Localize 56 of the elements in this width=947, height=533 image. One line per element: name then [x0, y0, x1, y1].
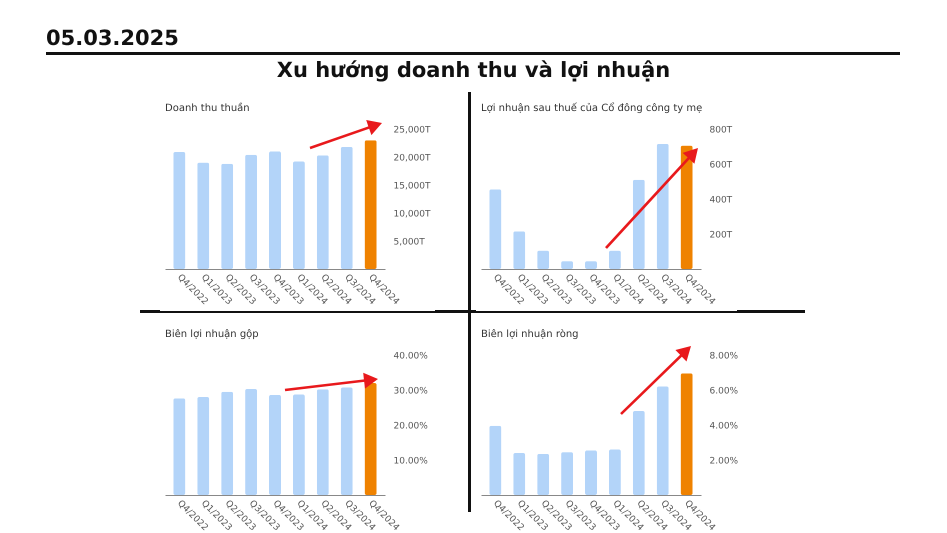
- text: 05.03.2025: [46, 26, 179, 50]
- chart-title: Biên lợi nhuận gộp: [165, 329, 259, 340]
- text: Xu hướng doanh thu và lợi nhuận: [276, 58, 672, 82]
- bar: [513, 453, 526, 495]
- bar: [316, 389, 329, 495]
- bar: [364, 383, 377, 495]
- bar: [221, 392, 234, 495]
- y-tick-label: 800T: [710, 126, 733, 136]
- chart-title: Lợi nhuận sau thuế của Cổ đông công ty mẹ: [481, 102, 702, 114]
- y-tick-label: 200T: [710, 230, 733, 240]
- bar: [561, 452, 574, 495]
- bar: [537, 250, 550, 269]
- y-tick-label: 6.00%: [710, 386, 739, 396]
- chart-title: Doanh thu thuần: [165, 102, 250, 114]
- bar: [656, 144, 669, 269]
- bar: [680, 373, 693, 495]
- y-tick-label: 2.00%: [710, 456, 739, 466]
- bar: [340, 388, 353, 495]
- y-tick-label: 4.00%: [710, 422, 739, 432]
- bar: [585, 450, 597, 495]
- bar: [537, 454, 550, 495]
- y-tick-label: 5,000T: [394, 238, 426, 248]
- bar: [364, 140, 377, 269]
- bar: [489, 426, 502, 495]
- y-tick-label: 8.00%: [710, 352, 739, 362]
- y-tick-label: 20.00%: [394, 422, 428, 432]
- y-tick-label: 20,000T: [394, 154, 431, 164]
- y-tick-label: 25,000T: [394, 126, 431, 136]
- y-tick-label: 40.00%: [394, 352, 428, 362]
- y-tick-label: 10.00%: [394, 456, 428, 466]
- bar: [292, 161, 305, 269]
- bar: [489, 189, 502, 269]
- bar: [513, 231, 526, 269]
- bar: [632, 411, 645, 495]
- y-tick-label: 600T: [710, 160, 733, 170]
- bar: [608, 450, 621, 495]
- bar: [269, 151, 281, 269]
- y-tick-label: 15,000T: [394, 182, 431, 192]
- bar: [197, 162, 210, 269]
- bar: [245, 154, 258, 269]
- y-tick-label: 400T: [710, 196, 733, 206]
- bar: [292, 394, 305, 495]
- bar: [656, 386, 669, 495]
- bar: [269, 394, 281, 495]
- bar: [173, 152, 186, 269]
- y-tick-label: 10,000T: [394, 210, 431, 220]
- bar: [340, 146, 353, 269]
- bar: [316, 155, 329, 269]
- y-tick-label: 30.00%: [394, 386, 428, 396]
- bar: [632, 180, 645, 269]
- bar: [197, 397, 210, 495]
- chart-title: Biên lợi nhuận ròng: [481, 329, 579, 340]
- bar: [221, 164, 234, 269]
- bar: [173, 398, 186, 495]
- bar: [608, 250, 621, 269]
- bar: [245, 388, 258, 495]
